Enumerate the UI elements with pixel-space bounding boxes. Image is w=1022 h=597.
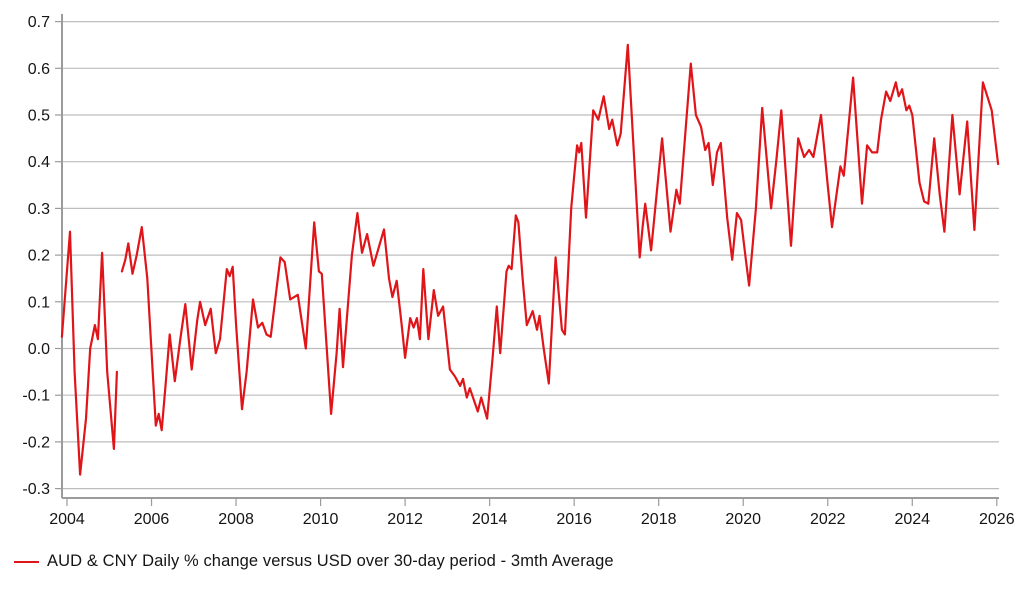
legend-line-swatch — [14, 560, 39, 563]
x-tick-label: 2008 — [218, 511, 254, 528]
x-tick-label: 2012 — [387, 511, 423, 528]
x-tick-label: 2010 — [303, 511, 339, 528]
series-line — [60, 230, 119, 476]
x-tick-label: 2016 — [556, 511, 592, 528]
x-tick-label: 2020 — [725, 511, 761, 528]
y-tick-label: -0.1 — [22, 388, 50, 405]
y-tick-label: -0.3 — [22, 481, 50, 498]
y-tick-label: 0.5 — [28, 108, 50, 125]
y-tick-label: 0.3 — [28, 201, 50, 218]
y-tick-label: 0.7 — [28, 14, 50, 31]
x-tick-label: 2022 — [810, 511, 846, 528]
x-tick-label: 2006 — [134, 511, 170, 528]
y-tick-label: -0.2 — [22, 434, 50, 451]
x-tick-label: 2018 — [641, 511, 677, 528]
y-tick-label: 0.2 — [28, 248, 50, 265]
x-tick-label: 2026 — [979, 511, 1015, 528]
y-tick-label: 0.6 — [28, 61, 50, 78]
legend-label: AUD & CNY Daily % change versus USD over… — [47, 552, 614, 570]
y-tick-label: 0.1 — [28, 294, 50, 311]
y-tick-label: 0.0 — [28, 341, 50, 358]
legend: AUD & CNY Daily % change versus USD over… — [14, 552, 614, 571]
x-tick-label: 2024 — [894, 511, 930, 528]
y-tick-label: 0.4 — [28, 154, 50, 171]
x-tick-label: 2014 — [472, 511, 508, 528]
series-line — [120, 43, 1000, 432]
x-tick-label: 2004 — [49, 511, 85, 528]
